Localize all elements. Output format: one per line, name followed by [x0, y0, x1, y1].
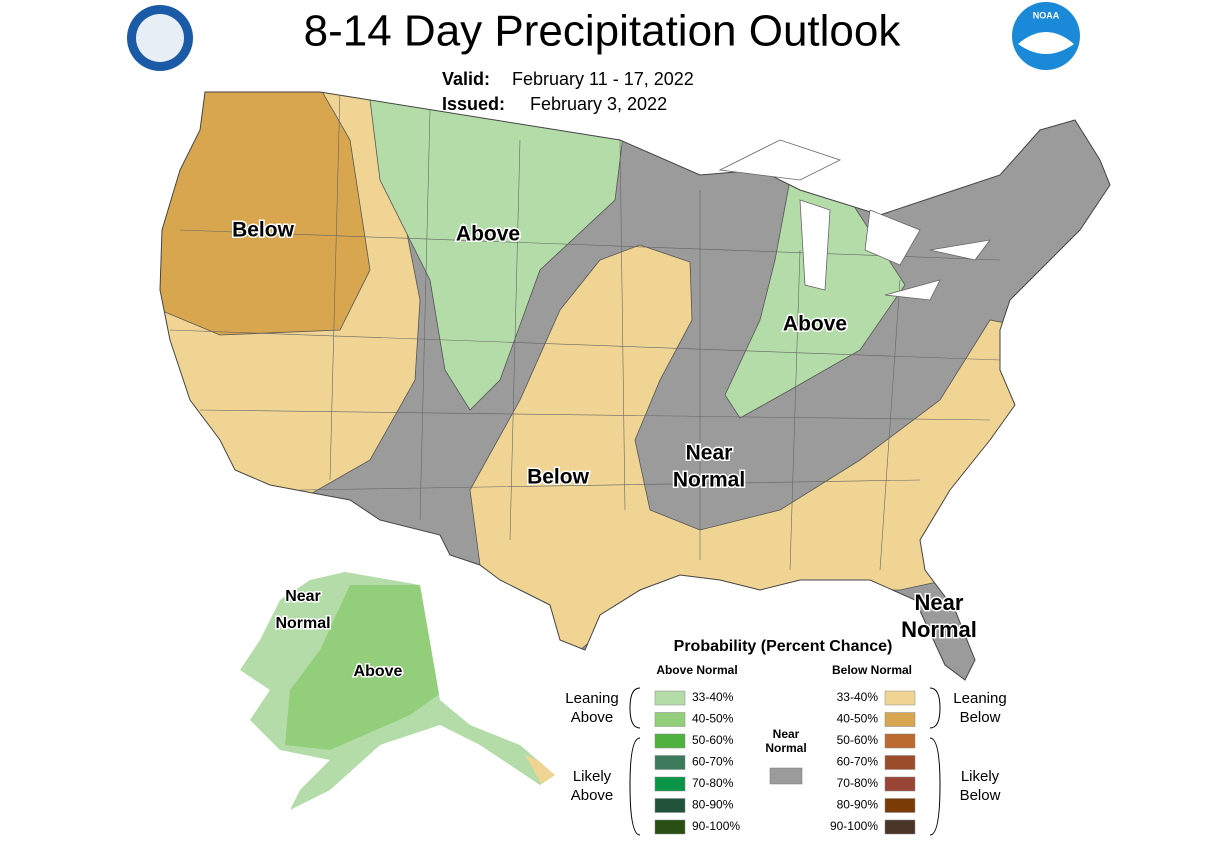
map-labels: Below AboveAboveBelowNearNormalNearNormal… — [231, 217, 979, 682]
legend-near-label: Normal — [765, 741, 806, 755]
legend-swatch — [884, 776, 916, 792]
legend-bin-label: 50-60% — [692, 733, 734, 747]
legend-swatch — [884, 712, 916, 727]
legend-bin-label: 33-40% — [837, 690, 879, 704]
legend-swatch — [654, 776, 686, 792]
commerce-logo-inner — [136, 14, 184, 62]
legend: Probability (Percent Chance) Above Normal… — [565, 638, 1007, 836]
legend-brace — [929, 687, 941, 729]
legend-swatch — [884, 733, 916, 749]
legend-swatch — [654, 712, 686, 727]
valid-dates: February 11 - 17, 2022 — [512, 69, 694, 89]
issued-label: Issued: — [442, 94, 505, 114]
alaska — [240, 572, 555, 810]
state-lines — [169, 92, 1001, 571]
below-northwest — [160, 92, 371, 336]
legend-brace — [629, 737, 641, 836]
region-label: Normal — [901, 617, 977, 642]
region-label: Near — [285, 588, 321, 605]
legend-group-label: Below — [960, 787, 1001, 804]
legend-group-label: Leaning — [565, 690, 618, 707]
region-label: Near — [686, 442, 733, 465]
region-label: Normal — [673, 469, 745, 492]
legend-swatch — [654, 733, 686, 749]
legend-swatch — [884, 755, 916, 770]
legend-bin-label: 33-40% — [692, 690, 734, 704]
noaa-bird — [1018, 32, 1074, 54]
legend-above-header: Above Normal — [656, 663, 737, 677]
legend-swatch — [654, 798, 686, 813]
legend-swatch — [884, 690, 916, 706]
legend-bin-label: 60-70% — [692, 755, 734, 769]
legend-near-swatch — [769, 767, 803, 785]
legend-group-label: Likely — [573, 768, 612, 785]
legend-brace — [929, 737, 941, 836]
legend-bin-label: 60-70% — [837, 755, 879, 769]
issued-date: February 3, 2022 — [530, 94, 667, 114]
region-label: Normal — [275, 615, 330, 632]
alaska-above — [285, 585, 445, 750]
legend-group-label: Above — [571, 709, 614, 726]
legend-group-label: Likely — [961, 768, 1000, 785]
legend-bin-label: 90-100% — [692, 819, 740, 833]
legend-swatch — [884, 819, 916, 835]
region-label: Above — [783, 313, 847, 336]
legend-group-label: Above — [571, 787, 614, 804]
great-lakes — [718, 139, 991, 301]
legend-title: Probability (Percent Chance) — [674, 638, 893, 655]
legend-group-label: Below — [960, 709, 1001, 726]
region-label: Above — [456, 223, 520, 246]
region-label: Below — [527, 466, 590, 489]
legend-bin-label: 40-50% — [837, 712, 879, 726]
legend-bin-label: 40-50% — [692, 712, 734, 726]
legend-swatch — [654, 755, 686, 770]
legend-bin-label: 80-90% — [837, 798, 879, 812]
region-label: Below — [232, 219, 295, 242]
legend-swatch — [654, 690, 686, 706]
region-label: Near — [915, 590, 964, 615]
conus — [160, 92, 1110, 680]
legend-brace — [629, 687, 641, 729]
legend-bin-label: 80-90% — [692, 798, 734, 812]
legend-bin-label: 70-80% — [837, 776, 879, 790]
legend-swatch — [654, 819, 686, 835]
legend-group-label: Leaning — [953, 690, 1006, 707]
legend-below-header: Below Normal — [832, 663, 912, 677]
noaa-logo-text: NOAA — [1033, 10, 1060, 20]
title: 8-14 Day Precipitation Outlook — [304, 7, 902, 56]
legend-bin-label: 90-100% — [830, 819, 878, 833]
legend-swatch — [884, 798, 916, 813]
legend-bin-label: 50-60% — [837, 733, 879, 747]
legend-bin-label: 70-80% — [692, 776, 734, 790]
legend-near-label: Near — [773, 727, 800, 741]
valid-label: Valid: — [442, 69, 490, 89]
region-label: Above — [354, 663, 403, 680]
